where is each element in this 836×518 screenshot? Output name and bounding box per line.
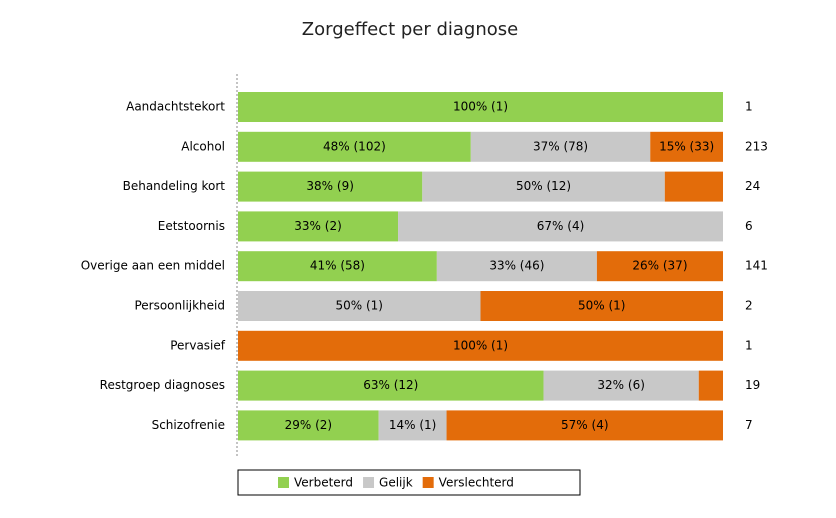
total-label: 213 xyxy=(745,139,768,153)
bar-segment xyxy=(664,171,723,202)
bar-segment xyxy=(422,171,665,202)
value-label: 50% (1) xyxy=(336,299,383,313)
legend-label: Verbeterd xyxy=(294,476,353,490)
bar-segment xyxy=(238,370,544,401)
bar-segment xyxy=(650,131,723,162)
value-label: 50% (12) xyxy=(516,179,571,193)
category-label: Persoonlijkheid xyxy=(134,299,225,313)
legend-swatch xyxy=(278,477,289,488)
value-label: 29% (2) xyxy=(285,418,332,432)
bar-segment xyxy=(436,251,597,282)
category-label: Aandachtstekort xyxy=(126,100,225,114)
bar-segment xyxy=(378,410,447,441)
bar-segment xyxy=(238,92,723,122)
value-label: 14% (1) xyxy=(389,418,436,432)
category-label: Restgroep diagnoses xyxy=(100,378,225,392)
category-label: Alcohol xyxy=(181,139,225,153)
category-label: Pervasief xyxy=(170,338,226,352)
category-label: Behandeling kort xyxy=(123,179,226,193)
legend-swatch xyxy=(363,477,375,488)
bar-segment xyxy=(543,370,699,401)
bar-segment xyxy=(238,410,379,441)
total-label: 6 xyxy=(745,219,753,233)
bar-segment xyxy=(398,211,723,242)
total-label: 7 xyxy=(745,418,753,432)
value-label: 57% (4) xyxy=(561,418,608,432)
category-label: Eetstoornis xyxy=(158,219,225,233)
bar-segment xyxy=(698,370,723,401)
total-label: 2 xyxy=(745,299,753,313)
legend-label: Gelijk xyxy=(379,476,413,490)
category-label: Overige aan een middel xyxy=(81,259,225,273)
value-label: 67% (4) xyxy=(537,219,584,233)
total-label: 1 xyxy=(745,338,753,352)
chart-title: Zorgeffect per diagnose xyxy=(302,19,518,40)
bar-segment xyxy=(470,131,651,162)
bar-segment xyxy=(480,291,723,321)
value-label: 63% (12) xyxy=(363,378,418,392)
value-label: 100% (1) xyxy=(453,100,508,114)
value-label: 50% (1) xyxy=(578,299,625,313)
legend-swatch xyxy=(422,477,434,488)
total-label: 24 xyxy=(745,179,760,193)
value-label: 32% (6) xyxy=(597,378,644,392)
value-label: 38% (9) xyxy=(306,179,353,193)
bar-segment xyxy=(446,410,723,441)
bar-segment xyxy=(238,211,399,242)
bar-segment xyxy=(238,330,723,361)
total-label: 141 xyxy=(745,259,768,273)
value-label: 48% (102) xyxy=(323,139,386,153)
total-label: 19 xyxy=(745,378,760,392)
total-label: 1 xyxy=(745,100,753,114)
value-label: 33% (2) xyxy=(294,219,341,233)
bar-segment xyxy=(238,131,471,162)
category-label: Schizofrenie xyxy=(152,418,225,432)
legend-box xyxy=(237,469,581,496)
legend-label: Verslechterd xyxy=(439,476,514,490)
value-label: 41% (58) xyxy=(310,259,365,273)
value-label: 37% (78) xyxy=(533,139,588,153)
value-label: 15% (33) xyxy=(659,139,714,153)
value-label: 26% (37) xyxy=(632,259,687,273)
bar-segment xyxy=(238,251,437,282)
value-label: 100% (1) xyxy=(453,338,508,352)
bar-segment xyxy=(238,291,481,321)
bar-segment xyxy=(238,171,423,202)
value-label: 33% (46) xyxy=(489,259,544,273)
bar-segment xyxy=(596,251,723,282)
